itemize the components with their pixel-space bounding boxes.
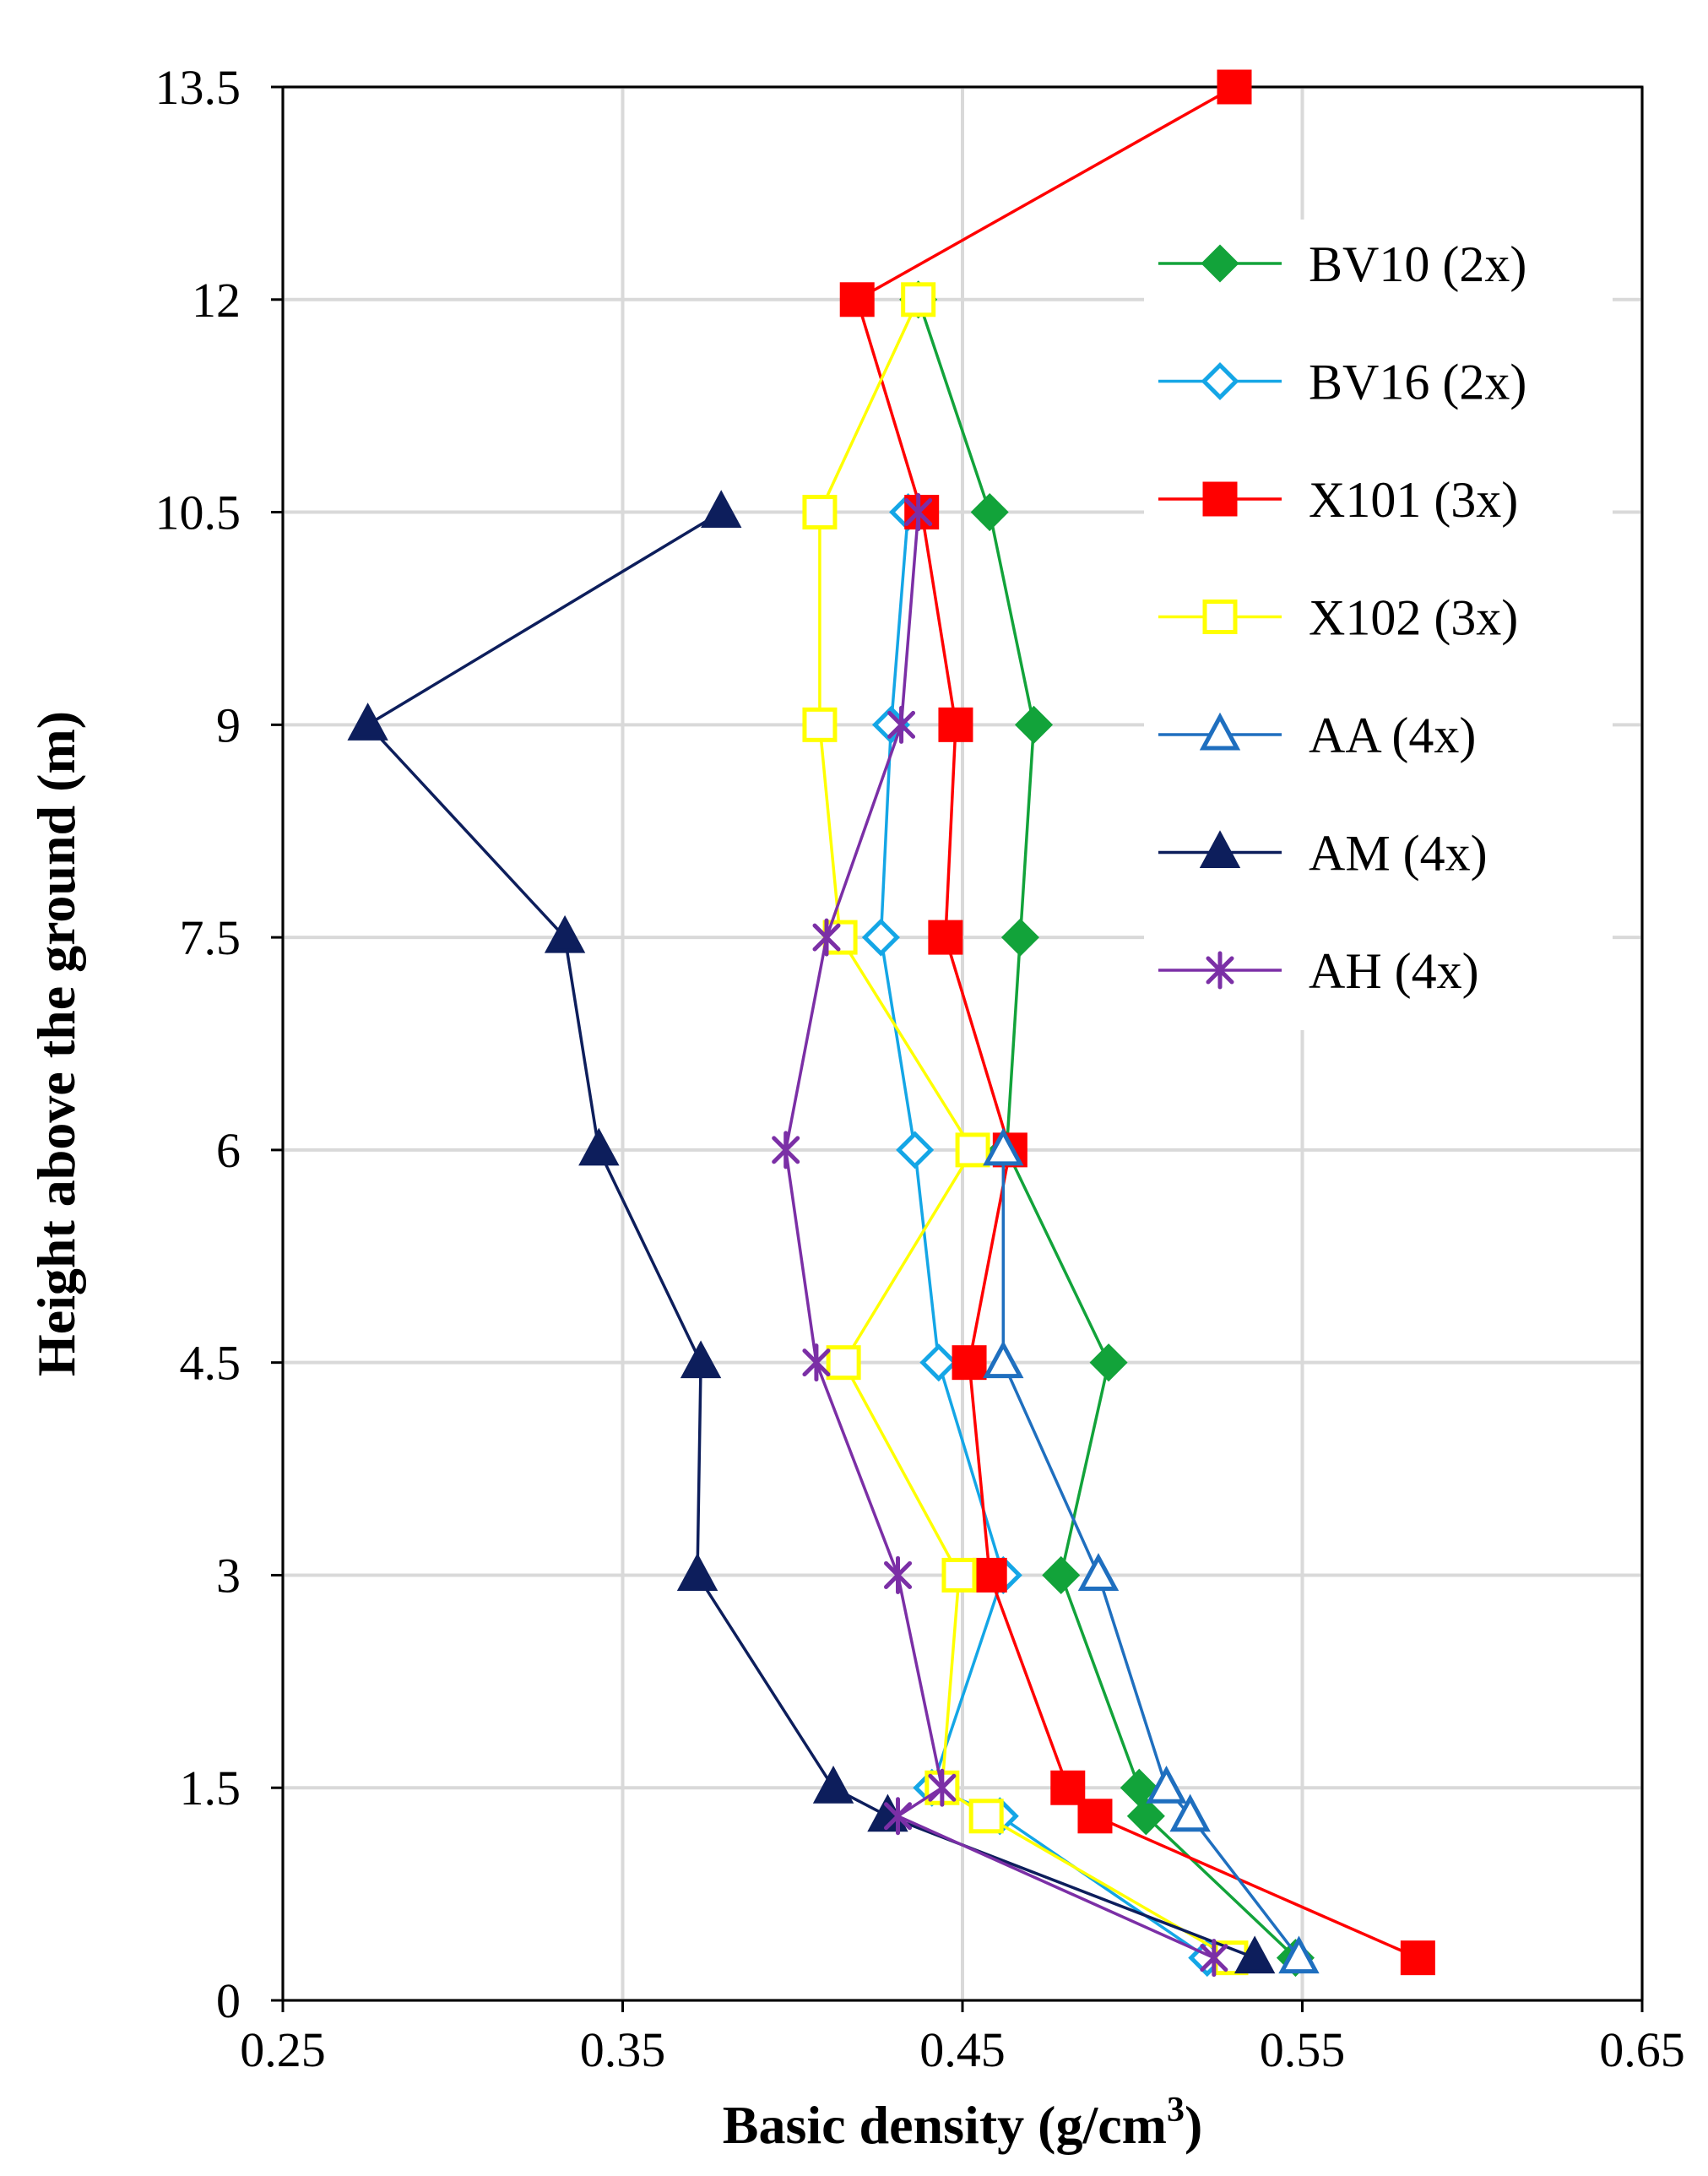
data-point-x101-3x: [952, 1345, 987, 1381]
data-point-ah-4x: [802, 1343, 831, 1382]
data-point-ah-4x: [904, 493, 933, 532]
data-point-ah-4x: [884, 1555, 913, 1594]
legend-label: AM (4x): [1309, 826, 1488, 882]
legend-item-aa-4x: AA (4x): [1158, 708, 1476, 763]
legend-item-am-4x: AM (4x): [1158, 826, 1488, 882]
series-line-aa-4x: [1001, 1149, 1300, 1959]
data-point-aa-4x: [1146, 1765, 1187, 1804]
data-point-am-4x: [1234, 1935, 1276, 1974]
axis-ticks: 0.25 0.35 0.45 0.55 0.65 0 1.5 3 4.5 6 7.5 9 10.5 12 1…: [155, 60, 1685, 2077]
series-layer: [347, 69, 1435, 1978]
data-point-ah-4x: [887, 705, 916, 744]
data-point-bv10-2x: [1014, 705, 1054, 744]
legend-marker-bv16-2x: [1201, 361, 1239, 401]
data-point-x102-3x: [941, 1557, 977, 1593]
data-point-x102-3x: [802, 707, 838, 742]
data-point-aa-4x: [1077, 1553, 1120, 1591]
x-tick-label: 0.55: [1260, 2022, 1346, 2077]
data-point-ah-4x: [1200, 1939, 1228, 1978]
x-tick-label: 0.25: [240, 2022, 326, 2077]
legend-marker-am-4x: [1199, 830, 1241, 868]
legend-item-bv16-2x: BV16 (2x): [1158, 355, 1526, 410]
x-tick-label: 0.35: [580, 2022, 666, 2077]
data-point-x101-3x: [904, 495, 940, 530]
legend-item-x102-3x: X102 (3x): [1158, 590, 1518, 646]
y-tick-label: 0: [216, 1973, 241, 2028]
data-point-bv16-2x: [861, 918, 900, 957]
y-tick-label: 1.5: [180, 1761, 241, 1815]
legend-marker-ah-4x: [1206, 951, 1234, 990]
y-tick-label: 3: [216, 1548, 241, 1603]
data-point-am-4x: [812, 1765, 854, 1804]
legend-label: X101 (3x): [1309, 472, 1518, 528]
data-point-am-4x: [701, 490, 742, 529]
data-point-bv16-2x: [896, 1131, 935, 1169]
data-point-x102-3x: [968, 1799, 1004, 1834]
legend-item-bv10-2x: BV10 (2x): [1158, 236, 1526, 292]
data-point-bv10-2x: [1000, 918, 1039, 957]
data-point-ah-4x: [772, 1131, 800, 1169]
series-am-4x: [347, 490, 1276, 1974]
data-point-x101-3x: [938, 707, 973, 742]
legend-marker-bv10-2x: [1201, 244, 1239, 283]
data-point-x101-3x: [928, 920, 963, 955]
y-tick-label: 13.5: [155, 60, 241, 115]
data-point-am-4x: [347, 703, 388, 741]
y-tick-label: 6: [216, 1123, 241, 1178]
data-point-x101-3x: [839, 282, 875, 317]
y-axis-title: Height above the ground (m): [26, 711, 86, 1376]
data-point-x101-3x: [1077, 1799, 1113, 1834]
y-tick-label: 4.5: [180, 1336, 241, 1391]
y-tick-label: 9: [216, 697, 241, 752]
legend-item-ah-4x: AH (4x): [1158, 943, 1479, 999]
y-tick-label: 7.5: [180, 910, 241, 965]
data-point-x102-3x: [802, 495, 838, 530]
data-point-aa-4x: [1278, 1935, 1320, 1974]
data-point-ah-4x: [928, 1768, 957, 1807]
legend-item-x101-3x: X101 (3x): [1158, 472, 1518, 528]
data-point-am-4x: [680, 1340, 722, 1379]
data-point-x102-3x: [901, 282, 936, 317]
data-point-ah-4x: [884, 1797, 913, 1836]
legend-label: X102 (3x): [1309, 590, 1518, 646]
legend-label: BV10 (2x): [1309, 236, 1526, 292]
series-ah-4x: [772, 493, 1228, 1978]
y-tick-label: 12: [192, 273, 241, 328]
legend-label: AH (4x): [1309, 943, 1479, 999]
x-tick-label: 0.45: [919, 2022, 1006, 2077]
data-point-x101-3x: [1400, 1940, 1435, 1976]
series-aa-4x: [983, 1127, 1320, 1974]
data-point-bv10-2x: [1120, 1768, 1158, 1807]
legend: BV10 (2x) BV16 (2x) X101 (3x) X102 (3x) AA (…: [1144, 220, 1613, 1030]
data-point-am-4x: [544, 914, 586, 953]
data-point-bv16-2x: [919, 1343, 958, 1382]
data-point-x102-3x: [826, 1345, 861, 1381]
data-point-aa-4x: [1169, 1793, 1211, 1832]
data-point-am-4x: [676, 1553, 718, 1591]
y-tick-label: 10.5: [155, 486, 241, 540]
x-tick-label: 0.65: [1599, 2022, 1685, 2077]
legend-label: BV16 (2x): [1309, 355, 1526, 410]
data-point-aa-4x: [983, 1127, 1024, 1166]
data-point-am-4x: [578, 1127, 620, 1166]
data-point-x102-3x: [955, 1132, 990, 1168]
data-point-x101-3x: [972, 1557, 1007, 1593]
data-point-x101-3x: [1217, 69, 1252, 105]
x-axis-title: Basic density (g/cm3): [723, 2091, 1203, 2155]
legend-marker-x102-3x: [1202, 600, 1238, 634]
data-point-x101-3x: [1050, 1770, 1086, 1805]
data-point-ah-4x: [812, 918, 841, 957]
series-line-x102-3x: [818, 299, 1232, 1960]
legend-marker-x101-3x: [1202, 481, 1238, 517]
data-point-bv10-2x: [1089, 1343, 1128, 1382]
data-point-bv10-2x: [1126, 1797, 1165, 1836]
data-point-bv10-2x: [970, 493, 1009, 532]
legend-label: AA (4x): [1309, 708, 1476, 763]
legend-marker-aa-4x: [1199, 712, 1241, 751]
data-point-aa-4x: [983, 1340, 1024, 1379]
data-point-bv10-2x: [1042, 1555, 1081, 1594]
